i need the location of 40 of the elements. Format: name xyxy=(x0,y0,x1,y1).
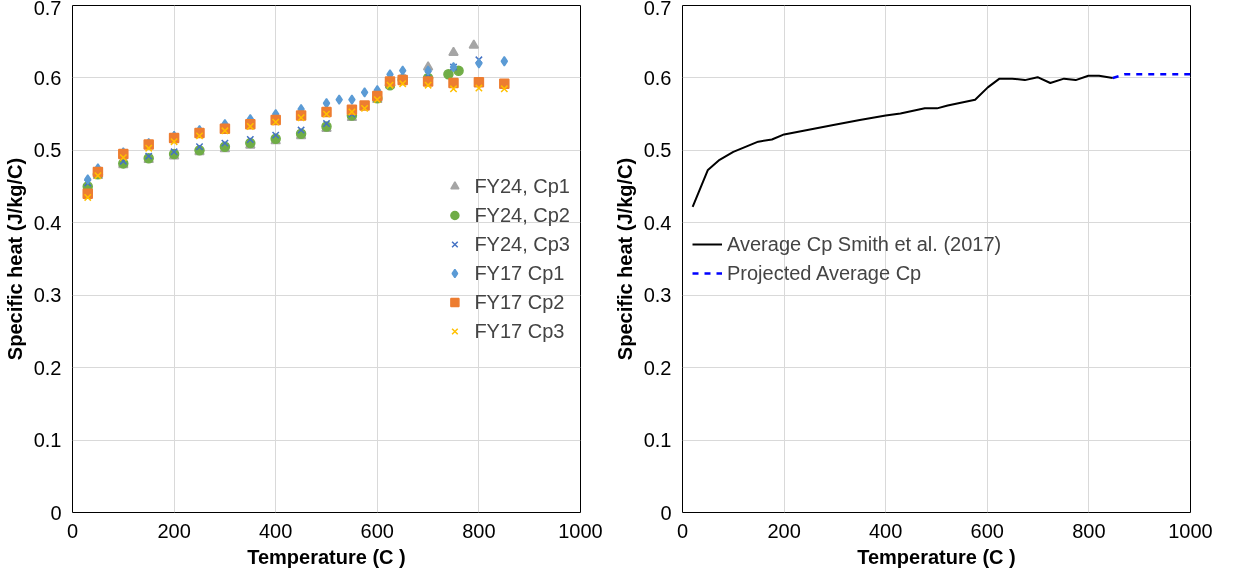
x-axis-title: Temperature (C ) xyxy=(247,545,406,568)
x-tick-label: 1000 xyxy=(1168,519,1213,542)
y-tick-label: 0.6 xyxy=(643,66,672,89)
x-tick-label: 400 xyxy=(259,519,293,542)
legend-label: Projected Average Cp xyxy=(727,261,922,285)
legend-label: FY24, Cp1 xyxy=(474,174,570,198)
x-tick-label: 600 xyxy=(360,519,394,542)
x-tick-label: 400 xyxy=(869,519,903,542)
legend-label: FY17 Cp1 xyxy=(474,261,565,285)
y-tick-label: 0.2 xyxy=(33,356,62,379)
y-tick-label: 0.1 xyxy=(643,429,672,452)
x-tick-label: 800 xyxy=(462,519,496,542)
y-tick-label: 0 xyxy=(50,501,62,524)
legend-label: FY24, Cp2 xyxy=(474,203,570,227)
x-tick-label: 1000 xyxy=(558,519,603,542)
legend-label: FY17 Cp3 xyxy=(474,319,565,343)
y-tick-label: 0.7 xyxy=(643,0,672,19)
y-axis-title: Specific heat (J/kg/C) xyxy=(3,157,26,361)
x-tick-label: 200 xyxy=(157,519,191,542)
x-tick-label: 0 xyxy=(676,519,689,542)
legend-label: FY17 Cp2 xyxy=(474,290,565,314)
y-tick-label: 0.7 xyxy=(33,0,62,19)
x-tick-label: 800 xyxy=(1072,519,1106,542)
y-tick-label: 0.5 xyxy=(643,139,672,162)
y-tick-label: 0.4 xyxy=(643,211,672,234)
y-axis-title: Specific heat (J/kg/C) xyxy=(613,157,636,361)
legend-label: FY24, Cp3 xyxy=(474,232,570,256)
y-tick-label: 0.5 xyxy=(33,139,62,162)
x-tick-label: 0 xyxy=(66,519,79,542)
y-tick-label: 0 xyxy=(660,501,672,524)
y-tick-label: 0.6 xyxy=(33,66,62,89)
x-tick-label: 200 xyxy=(767,519,801,542)
x-tick-label: 600 xyxy=(970,519,1004,542)
y-tick-label: 0.1 xyxy=(33,429,62,452)
y-tick-label: 0.3 xyxy=(643,284,672,307)
y-tick-label: 0.2 xyxy=(643,356,672,379)
y-tick-label: 0.4 xyxy=(33,211,62,234)
x-axis-title: Temperature (C ) xyxy=(857,545,1016,568)
legend-label: Average Cp Smith et al. (2017) xyxy=(727,232,1002,256)
y-tick-label: 0.3 xyxy=(33,284,62,307)
